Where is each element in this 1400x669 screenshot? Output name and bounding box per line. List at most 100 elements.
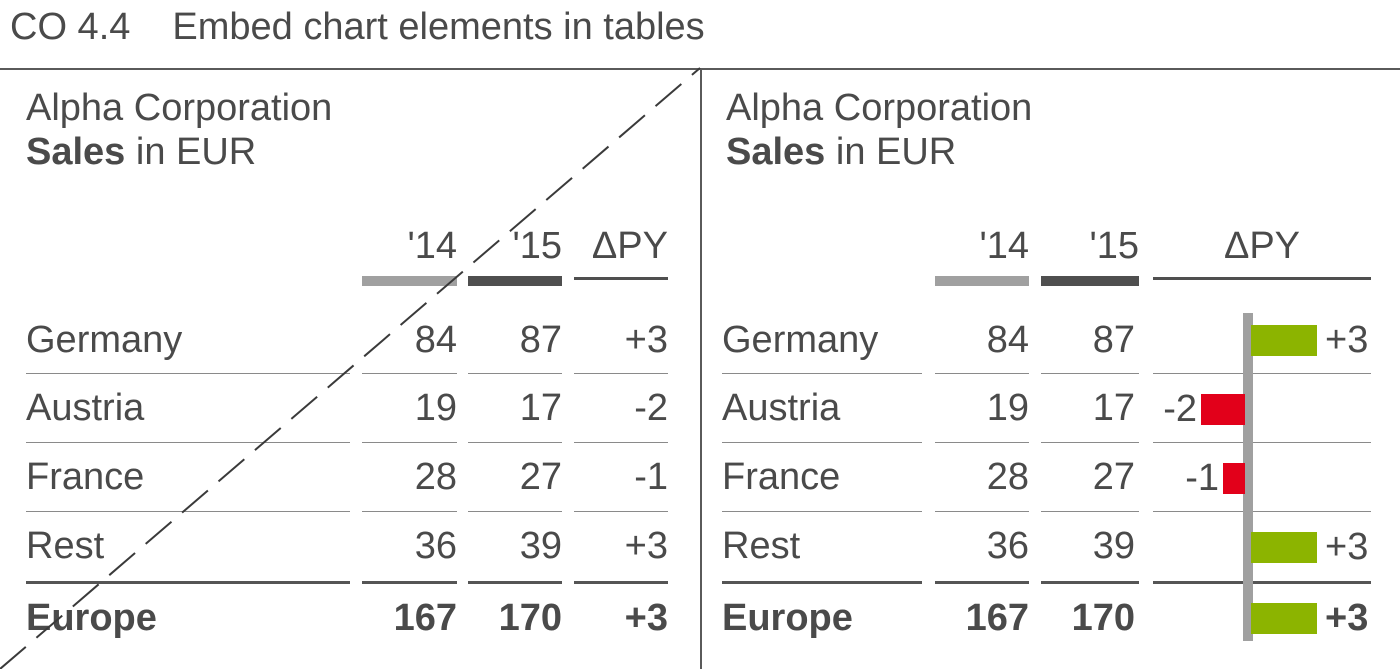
row-separator bbox=[1153, 511, 1371, 512]
total-separator bbox=[468, 581, 562, 584]
right-row-ay: 39 bbox=[1092, 525, 1135, 567]
right-ay-marker bbox=[1041, 276, 1139, 286]
total-separator bbox=[26, 581, 350, 584]
left-row-ay: 39 bbox=[519, 525, 562, 567]
delta-label-europe: +3 bbox=[1325, 597, 1369, 639]
row-separator bbox=[362, 511, 457, 512]
left-ay-marker bbox=[468, 276, 562, 286]
left-row-py: 19 bbox=[414, 387, 457, 429]
right-panel-measure-name: Sales bbox=[726, 131, 826, 173]
row-separator bbox=[1041, 442, 1139, 443]
row-separator bbox=[26, 373, 350, 374]
row-separator bbox=[722, 511, 922, 512]
row-separator bbox=[468, 373, 562, 374]
right-row-ay: 27 bbox=[1092, 456, 1135, 498]
row-separator bbox=[1153, 442, 1371, 443]
right-total-label: Europe bbox=[722, 597, 853, 639]
right-col-head-delta: ΔPY bbox=[1223, 225, 1301, 267]
delta-bar-france bbox=[1223, 462, 1245, 494]
right-row-label: France bbox=[722, 456, 841, 498]
left-row-label: Rest bbox=[26, 525, 105, 567]
left-row-py: 36 bbox=[414, 525, 457, 567]
right-col-head-py: '14 bbox=[979, 225, 1029, 267]
row-separator bbox=[1153, 373, 1371, 374]
right-row-py: 36 bbox=[986, 525, 1029, 567]
delta-bar-europe bbox=[1251, 602, 1317, 634]
left-row-label: France bbox=[26, 456, 145, 498]
left-row-label: Austria bbox=[26, 387, 145, 429]
left-row-py: 84 bbox=[414, 319, 457, 361]
right-panel-unit: in EUR bbox=[835, 131, 957, 173]
left-py-marker bbox=[362, 276, 457, 286]
right-col-head-ay: '15 bbox=[1089, 225, 1139, 267]
row-separator bbox=[26, 442, 350, 443]
left-row-label: Germany bbox=[26, 319, 183, 361]
row-separator bbox=[574, 373, 668, 374]
total-separator bbox=[1153, 581, 1371, 584]
delta-chart-axis bbox=[1243, 313, 1253, 641]
total-separator bbox=[722, 581, 922, 584]
row-separator bbox=[935, 442, 1029, 443]
right-row-label: Germany bbox=[722, 319, 879, 361]
delta-label-germany: +3 bbox=[1325, 319, 1369, 361]
left-col-head-ay: '15 bbox=[512, 225, 562, 267]
row-separator bbox=[468, 511, 562, 512]
delta-label-austria: -2 bbox=[1163, 388, 1197, 430]
delta-label-rest: +3 bbox=[1325, 526, 1369, 568]
right-row-ay: 17 bbox=[1092, 387, 1135, 429]
right-panel-company: Alpha Corporation bbox=[726, 87, 1033, 129]
right-row-label: Rest bbox=[722, 525, 801, 567]
delta-bar-austria bbox=[1201, 393, 1245, 425]
left-row-delta: +3 bbox=[624, 319, 668, 361]
row-separator bbox=[26, 511, 350, 512]
row-separator bbox=[722, 442, 922, 443]
panel-divider bbox=[700, 68, 702, 669]
figure-code: CO 4.4 bbox=[10, 6, 131, 48]
left-panel-company: Alpha Corporation bbox=[26, 87, 333, 129]
left-delta-marker bbox=[574, 277, 668, 280]
row-separator bbox=[468, 442, 562, 443]
total-separator bbox=[362, 581, 457, 584]
total-separator bbox=[935, 581, 1029, 584]
row-separator bbox=[574, 511, 668, 512]
delta-bar-rest bbox=[1251, 531, 1317, 563]
row-separator bbox=[935, 373, 1029, 374]
delta-bar-germany bbox=[1251, 324, 1317, 356]
delta-label-france: -1 bbox=[1185, 457, 1219, 499]
left-col-head-delta: ΔPY bbox=[591, 225, 668, 267]
row-separator bbox=[935, 511, 1029, 512]
left-row-ay: 27 bbox=[519, 456, 562, 498]
left-row-ay: 17 bbox=[519, 387, 562, 429]
right-total-py: 167 bbox=[965, 597, 1029, 639]
left-row-delta: -1 bbox=[634, 456, 668, 498]
right-delta-marker bbox=[1153, 277, 1371, 280]
left-total-delta: +3 bbox=[624, 597, 668, 639]
left-total-label: Europe bbox=[26, 597, 157, 639]
left-total-py: 167 bbox=[393, 597, 457, 639]
row-separator bbox=[1041, 511, 1139, 512]
right-row-ay: 87 bbox=[1092, 319, 1135, 361]
left-col-head-py: '14 bbox=[407, 225, 457, 267]
left-panel-measure: Sales in EUR bbox=[26, 130, 256, 174]
right-row-py: 19 bbox=[986, 387, 1029, 429]
left-row-delta: -2 bbox=[634, 387, 668, 429]
left-row-py: 28 bbox=[414, 456, 457, 498]
row-separator bbox=[1041, 373, 1139, 374]
right-total-ay: 170 bbox=[1071, 597, 1135, 639]
right-panel-measure: Sales in EUR bbox=[726, 130, 956, 174]
total-separator bbox=[574, 581, 668, 584]
left-row-delta: +3 bbox=[624, 525, 668, 567]
row-separator bbox=[574, 442, 668, 443]
left-total-ay: 170 bbox=[498, 597, 562, 639]
row-separator bbox=[362, 442, 457, 443]
right-row-label: Austria bbox=[722, 387, 841, 429]
left-row-ay: 87 bbox=[519, 319, 562, 361]
row-separator bbox=[722, 373, 922, 374]
right-row-py: 84 bbox=[986, 319, 1029, 361]
right-py-marker bbox=[935, 276, 1029, 286]
figure-title: Embed chart elements in tables bbox=[172, 6, 705, 48]
row-separator bbox=[362, 373, 457, 374]
left-panel-measure-name: Sales bbox=[26, 131, 126, 173]
right-row-py: 28 bbox=[986, 456, 1029, 498]
